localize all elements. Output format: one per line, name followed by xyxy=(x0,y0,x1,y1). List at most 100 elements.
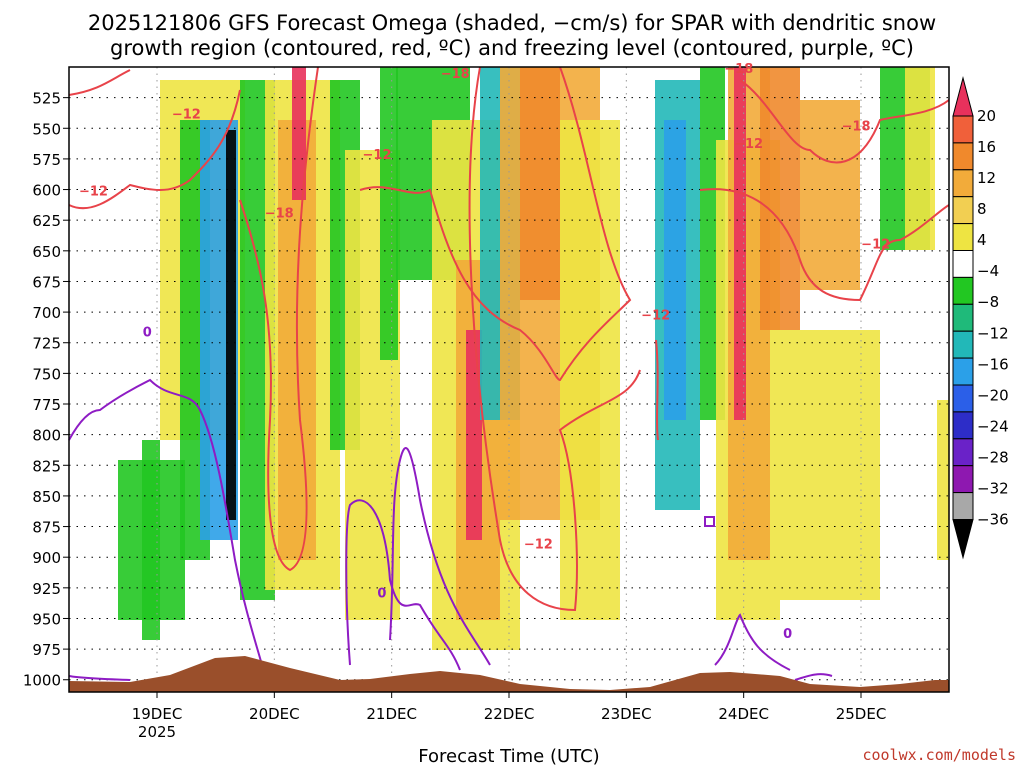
y-tick-label: 775 xyxy=(32,396,61,414)
colorbar-swatch xyxy=(952,223,974,252)
red-contour-label: −12 xyxy=(524,538,553,553)
freezing-contour-purple xyxy=(794,673,833,681)
colorbar-swatch xyxy=(952,250,974,278)
y-tick-label: 800 xyxy=(32,427,61,445)
colorbar-label: −4 xyxy=(977,262,999,280)
y-tick-label: 875 xyxy=(32,519,61,537)
red-contour-label: −12 xyxy=(641,308,670,323)
freezing-contour-purple xyxy=(345,499,461,671)
colorbar-swatch xyxy=(952,357,974,386)
freezing-contour-purple xyxy=(389,447,491,666)
colorbar-label: 8 xyxy=(977,200,987,218)
colorbar-swatch xyxy=(952,492,974,521)
dsgr-contour-red xyxy=(655,339,659,441)
colorbar-swatch xyxy=(952,303,974,332)
dsgr-contour-red xyxy=(468,66,641,612)
colorbar-label: −12 xyxy=(977,324,1009,342)
omega-shade-band xyxy=(937,400,949,560)
red-contour-label: −12 xyxy=(734,137,763,152)
omega-shading xyxy=(118,67,949,650)
x-tick-label: 24DEC xyxy=(718,705,769,723)
x-tick-label: 20DEC xyxy=(249,705,300,723)
dsgr-contour-red xyxy=(359,66,632,382)
purple-contour-label: 0 xyxy=(143,326,152,341)
red-contour-label: −18 xyxy=(842,120,871,135)
y-tick-label: 650 xyxy=(32,243,61,261)
freezing-contour-purple xyxy=(714,613,791,671)
omega-shade-band xyxy=(520,67,560,300)
x-tick-label: 23DEC xyxy=(601,705,652,723)
colorbar-swatch xyxy=(952,115,974,144)
purple-contour-label: 0 xyxy=(377,587,386,602)
red-contour-label: −12 xyxy=(861,237,890,252)
freezing-contour-purple xyxy=(68,378,263,666)
colorbar-label: −36 xyxy=(977,511,1009,529)
colorbar-swatch xyxy=(952,169,974,198)
y-axis: 525 550 575 600 625 650 675 700 725 750 775 800 825 8… xyxy=(23,90,69,690)
colorbar-swatch xyxy=(952,142,974,171)
colorbar-swatch xyxy=(952,330,974,359)
colorbar: 20 16 12 8 4 −4 −8 −12 −16 −20 −24 −28 −32 −36 xyxy=(952,76,1009,560)
credit-text: coolwx.com/models xyxy=(862,746,1016,764)
red-contour-label: −12 xyxy=(172,107,201,122)
y-tick-label: 850 xyxy=(32,488,61,506)
y-tick-label: 625 xyxy=(32,212,61,230)
colorbar-swatch xyxy=(952,276,974,305)
x-tick-label: 21DEC xyxy=(366,705,417,723)
y-tick-label: 600 xyxy=(32,182,61,200)
y-tick-label: 825 xyxy=(32,457,61,475)
y-tick-label: 900 xyxy=(32,549,61,567)
colorbar-label: −16 xyxy=(977,355,1009,373)
y-tick-label: 975 xyxy=(32,641,61,659)
colorbar-arrow-top xyxy=(952,76,974,117)
x-tick-label: 22DEC xyxy=(484,705,535,723)
dsgr-contour-red xyxy=(68,69,131,96)
y-tick-label: 1000 xyxy=(23,672,61,690)
contour-lines xyxy=(68,66,950,681)
y-tick-label: 750 xyxy=(32,365,61,383)
dsgr-contour-red xyxy=(699,188,950,302)
chart-title-line1: 2025121806 GFS Forecast Omega (shaded, −… xyxy=(88,11,936,35)
dsgr-contour-red xyxy=(68,89,241,210)
y-tick-label: 575 xyxy=(32,151,61,169)
red-contour-label: −18 xyxy=(724,62,753,77)
colorbar-label: 12 xyxy=(977,169,996,187)
y-tick-label: 725 xyxy=(32,335,61,353)
y-tick-label: 925 xyxy=(32,580,61,598)
colorbar-label: −24 xyxy=(977,417,1009,435)
colorbar-label: 4 xyxy=(977,231,987,249)
omega-shade-band xyxy=(142,440,160,640)
x-tick-label: 19DEC xyxy=(132,705,183,723)
omega-shade-band xyxy=(760,67,800,330)
red-contour-label: −18 xyxy=(441,67,470,82)
purple-contour-label: 0 xyxy=(783,627,792,642)
y-tick-label: 525 xyxy=(32,90,61,108)
terrain xyxy=(69,656,949,692)
omega-shade-band xyxy=(664,120,686,420)
colorbar-label: 20 xyxy=(977,107,996,125)
colorbar-arrow-bottom xyxy=(952,519,974,560)
red-contour-label: −12 xyxy=(363,148,392,163)
colorbar-swatch xyxy=(952,438,974,467)
colorbar-label: −28 xyxy=(977,448,1009,466)
colorbar-label: −8 xyxy=(977,293,999,311)
x-axis-label: Forecast Time (UTC) xyxy=(418,746,599,767)
y-tick-label: 950 xyxy=(32,610,61,628)
red-contour-label: −18 xyxy=(265,207,294,222)
dsgr-contour-red xyxy=(739,79,950,164)
red-contour-label: −12 xyxy=(79,185,108,200)
x-tick-label: 25DEC xyxy=(836,705,887,723)
colorbar-label: −32 xyxy=(977,479,1009,497)
colorbar-swatch xyxy=(952,384,974,413)
y-tick-label: 675 xyxy=(32,273,61,291)
contour-labels: −18 −12 −12 −12 −18 −18 −12 −18 −12 −12 −12 0 0 0 xyxy=(79,62,890,642)
omega-shade-band xyxy=(734,67,746,420)
colorbar-swatch xyxy=(952,465,974,494)
omega-shade-band xyxy=(800,100,860,290)
dsgr-contour-red xyxy=(239,66,319,572)
freezing-contour-purple xyxy=(68,675,131,681)
omega-shade-band xyxy=(560,120,620,620)
y-tick-label: 550 xyxy=(32,120,61,138)
